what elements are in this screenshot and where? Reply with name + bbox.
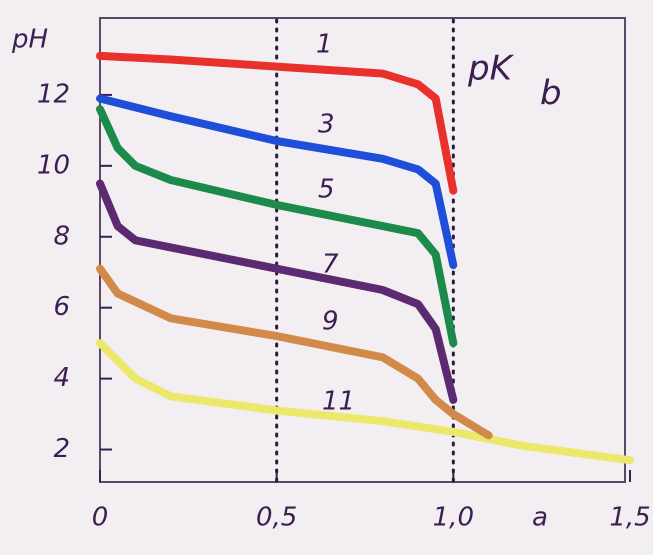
y-axis-label: pH — [11, 25, 48, 55]
curve-label: 7 — [322, 250, 339, 280]
x-tick-label: 0 — [92, 503, 109, 533]
y-tick-label: 10 — [37, 150, 70, 180]
curve-label: 9 — [322, 307, 339, 337]
annotation-subscript: b — [540, 74, 562, 114]
curve-label: 11 — [322, 387, 355, 417]
y-tick-label: 8 — [53, 221, 70, 251]
curve-label: 1 — [316, 30, 333, 60]
annotation: pK — [467, 49, 515, 89]
y-tick-label: 6 — [53, 292, 70, 322]
curve — [100, 343, 630, 460]
y-tick-label: 4 — [53, 363, 70, 393]
chart: pH pK b a 2 4 6 8 10 12 0 0,5 1,0 1,5 1 3 5 7 9 11 — [0, 0, 653, 555]
x-axis-label: a — [532, 503, 548, 533]
y-tick-label: 2 — [53, 434, 70, 464]
y-tick-label: 12 — [37, 79, 70, 109]
page: {"chart_data": {"type": "line", "y_label… — [0, 0, 653, 555]
curve-label: 5 — [318, 175, 335, 205]
x-tick-label: 1,5 — [609, 503, 650, 533]
x-tick-label: 1,0 — [433, 503, 474, 533]
curve-label: 3 — [318, 110, 335, 140]
x-tick-label: 0,5 — [256, 503, 297, 533]
